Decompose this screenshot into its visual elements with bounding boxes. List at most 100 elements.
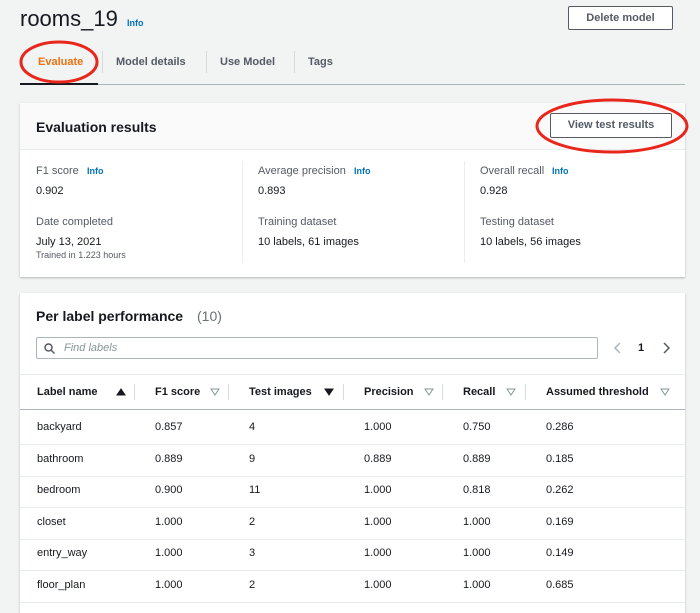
row-divider bbox=[20, 538, 685, 540]
detail-note: Trained in 1.223 hours bbox=[36, 250, 126, 260]
tab-separator bbox=[294, 51, 295, 73]
table-cell: 0.185 bbox=[546, 452, 574, 465]
detail-value: 10 labels, 56 images bbox=[480, 236, 581, 248]
metric-label: Overall recall bbox=[480, 165, 545, 177]
sort-icon[interactable] bbox=[116, 387, 126, 397]
column-header[interactable]: Test images bbox=[249, 386, 312, 398]
panel-title: Evaluation results bbox=[36, 119, 157, 135]
table-cell: 1.000 bbox=[155, 547, 183, 560]
table-cell: 0.889 bbox=[364, 452, 392, 465]
table-cell: entry_way bbox=[37, 547, 88, 560]
info-link[interactable]: Info bbox=[552, 166, 569, 176]
column-divider bbox=[525, 384, 526, 400]
panel-title: Per label performance bbox=[36, 308, 184, 324]
table-cell: 0.149 bbox=[546, 547, 574, 560]
tab[interactable]: Use Model bbox=[220, 56, 276, 68]
tab[interactable]: Model details bbox=[116, 56, 186, 68]
next-page[interactable] bbox=[660, 342, 672, 354]
table-cell: 1.000 bbox=[463, 579, 491, 591]
detail-value: July 13, 2021 bbox=[36, 236, 102, 248]
table-cell: 0.889 bbox=[463, 452, 491, 465]
sort-shape bbox=[116, 388, 126, 396]
table-cell: 1.000 bbox=[364, 579, 392, 591]
metric-value: 0.902 bbox=[36, 185, 64, 197]
column-divider bbox=[134, 384, 135, 400]
table-cell: bedroom bbox=[37, 484, 81, 497]
table-cell: 1.000 bbox=[364, 484, 392, 497]
info-link[interactable]: Info bbox=[354, 166, 371, 176]
metric-label: Average precision bbox=[258, 165, 346, 177]
table-cell: 0.750 bbox=[463, 421, 491, 433]
tab-divider bbox=[20, 84, 685, 85]
column-header[interactable]: Recall bbox=[463, 386, 496, 398]
column-divider bbox=[343, 384, 344, 400]
table-cell: 9 bbox=[249, 452, 256, 465]
table-cell: 4 bbox=[249, 421, 256, 433]
tab-separator bbox=[102, 51, 103, 73]
column-divider bbox=[442, 384, 443, 400]
table-cell: 0.900 bbox=[155, 484, 183, 497]
sort-icon[interactable] bbox=[506, 387, 516, 397]
row-divider bbox=[20, 507, 685, 509]
table-cell: 0.169 bbox=[546, 515, 574, 528]
table-cell: 0.286 bbox=[546, 421, 574, 433]
table-cell: 1.000 bbox=[155, 515, 183, 528]
row-divider bbox=[20, 475, 685, 477]
column-divider bbox=[464, 161, 465, 263]
table-cell: backyard bbox=[37, 421, 82, 433]
column-header[interactable]: Assumed threshold bbox=[546, 386, 649, 398]
column-divider bbox=[228, 384, 229, 400]
active-tab-indicator bbox=[20, 83, 98, 85]
row-divider bbox=[20, 444, 685, 445]
table-cell: 0.262 bbox=[546, 484, 574, 497]
page-number[interactable]: 1 bbox=[638, 342, 645, 354]
prev-page[interactable] bbox=[612, 342, 624, 354]
table-cell: 11 bbox=[249, 484, 261, 497]
table-cell: 1.000 bbox=[364, 547, 392, 560]
table-cell: 2 bbox=[249, 515, 256, 528]
search-placeholder: Find labels bbox=[64, 342, 118, 354]
table-cell: 1.000 bbox=[463, 547, 491, 560]
row-divider bbox=[20, 602, 685, 603]
tab-separator bbox=[206, 51, 207, 73]
column-header[interactable]: Precision bbox=[364, 386, 414, 398]
detail-label: Date completed bbox=[36, 216, 114, 228]
sort-shape bbox=[210, 388, 220, 396]
metric-label: F1 score bbox=[36, 165, 79, 177]
table-cell: 0.857 bbox=[155, 421, 183, 433]
view-results-button[interactable]: View test results bbox=[550, 113, 672, 138]
metric-value: 0.928 bbox=[480, 185, 508, 197]
tab[interactable]: Evaluate bbox=[38, 56, 84, 68]
table-cell: 3 bbox=[249, 547, 256, 560]
table-cell: 2 bbox=[249, 579, 256, 591]
sort-icon[interactable] bbox=[424, 387, 434, 397]
table-cell: closet bbox=[37, 515, 66, 528]
table-cell: 1.000 bbox=[364, 421, 392, 433]
detail-label: Training dataset bbox=[258, 216, 337, 228]
table-header bbox=[20, 374, 685, 410]
search-icon bbox=[44, 343, 55, 354]
sort-icon[interactable] bbox=[210, 387, 220, 397]
sort-icon[interactable] bbox=[324, 387, 334, 397]
tab[interactable]: Tags bbox=[308, 56, 333, 68]
column-header[interactable]: F1 score bbox=[155, 386, 201, 398]
row-divider bbox=[20, 570, 685, 572]
info-link[interactable]: Info bbox=[127, 18, 144, 28]
sort-shape bbox=[660, 388, 670, 396]
model-title: rooms_19 bbox=[20, 6, 118, 31]
sort-shape bbox=[506, 388, 516, 396]
table-cell: floor_plan bbox=[37, 579, 86, 591]
metric-value: 0.893 bbox=[258, 185, 286, 197]
per-label-panel: Per label performance (10) Find labels 1… bbox=[20, 293, 685, 613]
table-cell: 1.000 bbox=[364, 515, 392, 528]
detail-value: 10 labels, 61 images bbox=[258, 236, 359, 248]
detail-label: Testing dataset bbox=[480, 216, 554, 228]
table-cell: 0.889 bbox=[155, 452, 183, 465]
delete-button[interactable]: Delete model bbox=[568, 6, 673, 30]
info-link[interactable]: Info bbox=[87, 166, 104, 176]
sort-icon[interactable] bbox=[660, 387, 670, 397]
search-box[interactable]: Find labels bbox=[36, 337, 598, 359]
column-header[interactable]: Label name bbox=[37, 386, 98, 398]
table-cell: 1.000 bbox=[155, 579, 183, 591]
